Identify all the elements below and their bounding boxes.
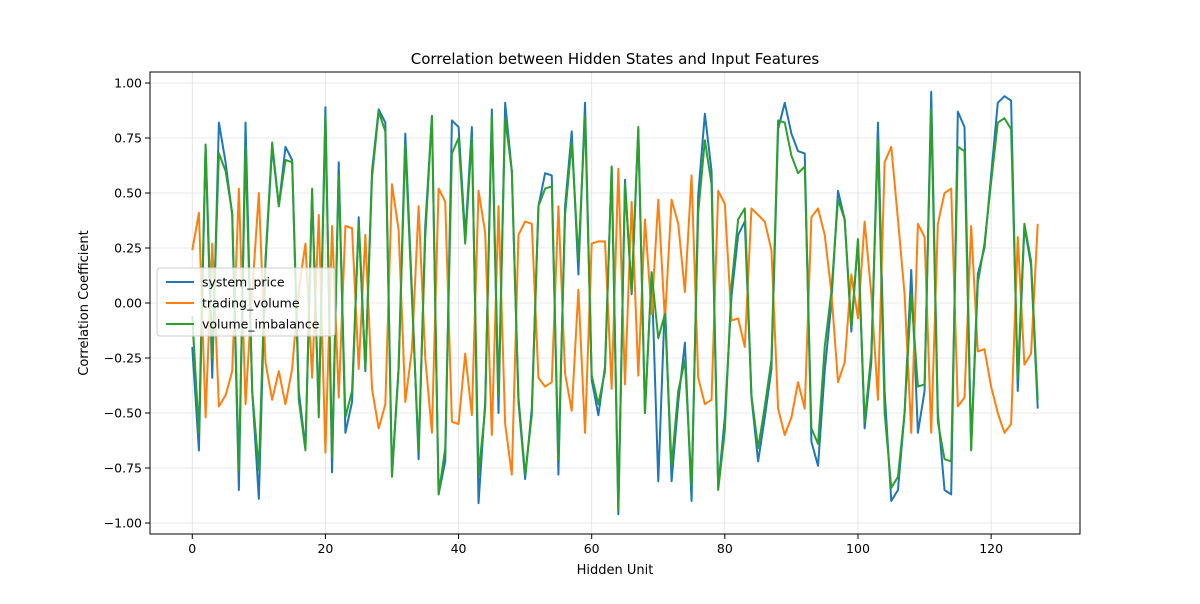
y-tick-label: 0.25 <box>114 241 142 256</box>
x-tick-label: 60 <box>584 541 600 556</box>
series-line-trading-volume <box>191 145 1039 476</box>
y-tick-label: −0.75 <box>104 461 142 476</box>
y-tick-label: 0.50 <box>114 186 142 201</box>
legend-label: volume_imbalance <box>202 317 320 332</box>
y-tick-label: −1.00 <box>104 516 142 531</box>
x-axis-label: Hidden Unit <box>577 563 654 578</box>
y-axis-label: Correlation Coefficient <box>77 230 92 376</box>
y-tick-label: −0.50 <box>104 406 142 421</box>
x-tick-label: 40 <box>451 541 467 556</box>
legend: system_price trading_volume volume_imbalan… <box>156 267 336 337</box>
x-tick-label: 0 <box>188 541 196 556</box>
x-tick-label: 120 <box>979 541 1003 556</box>
y-tick-label: 1.00 <box>114 76 142 91</box>
x-axis-ticks: 0 20 40 60 80 100 120 <box>188 534 1003 556</box>
chart-title: Correlation between Hidden States and In… <box>411 50 820 68</box>
x-tick-label: 100 <box>846 541 870 556</box>
x-tick-label: 80 <box>717 541 733 556</box>
y-axis-ticks: −1.00 −0.75 −0.50 −0.25 0.00 0.25 0.50 0.75 1.00 <box>104 76 150 531</box>
series-layer <box>191 90 1039 516</box>
y-tick-label: −0.25 <box>104 351 142 366</box>
legend-label: trading_volume <box>202 296 300 311</box>
x-tick-label: 20 <box>317 541 333 556</box>
legend-label: system_price <box>202 275 285 290</box>
y-tick-label: 0.75 <box>114 131 142 146</box>
series-line-volume-imbalance <box>191 108 1039 511</box>
legend-box <box>156 267 336 337</box>
y-tick-label: 0.00 <box>114 296 142 311</box>
